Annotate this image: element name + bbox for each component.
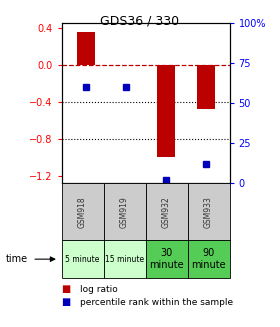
Text: GDS36 / 330: GDS36 / 330 [101,15,179,28]
Bar [157,64,175,157]
Text: time: time [6,254,28,264]
Bar [197,64,214,109]
Text: ■: ■ [62,284,71,294]
Text: 30
minute: 30 minute [149,248,184,270]
Text: percentile rank within the sample: percentile rank within the sample [80,298,233,307]
Text: 90
minute: 90 minute [191,248,226,270]
Text: log ratio: log ratio [80,285,118,294]
Text: ■: ■ [62,298,71,307]
Text: GSM918: GSM918 [78,196,87,228]
Text: 5 minute: 5 minute [66,255,100,264]
Text: GSM932: GSM932 [162,196,171,228]
Bar [77,32,95,64]
Text: 15 minute: 15 minute [105,255,144,264]
Text: GSM933: GSM933 [204,196,213,228]
Text: GSM919: GSM919 [120,196,129,228]
